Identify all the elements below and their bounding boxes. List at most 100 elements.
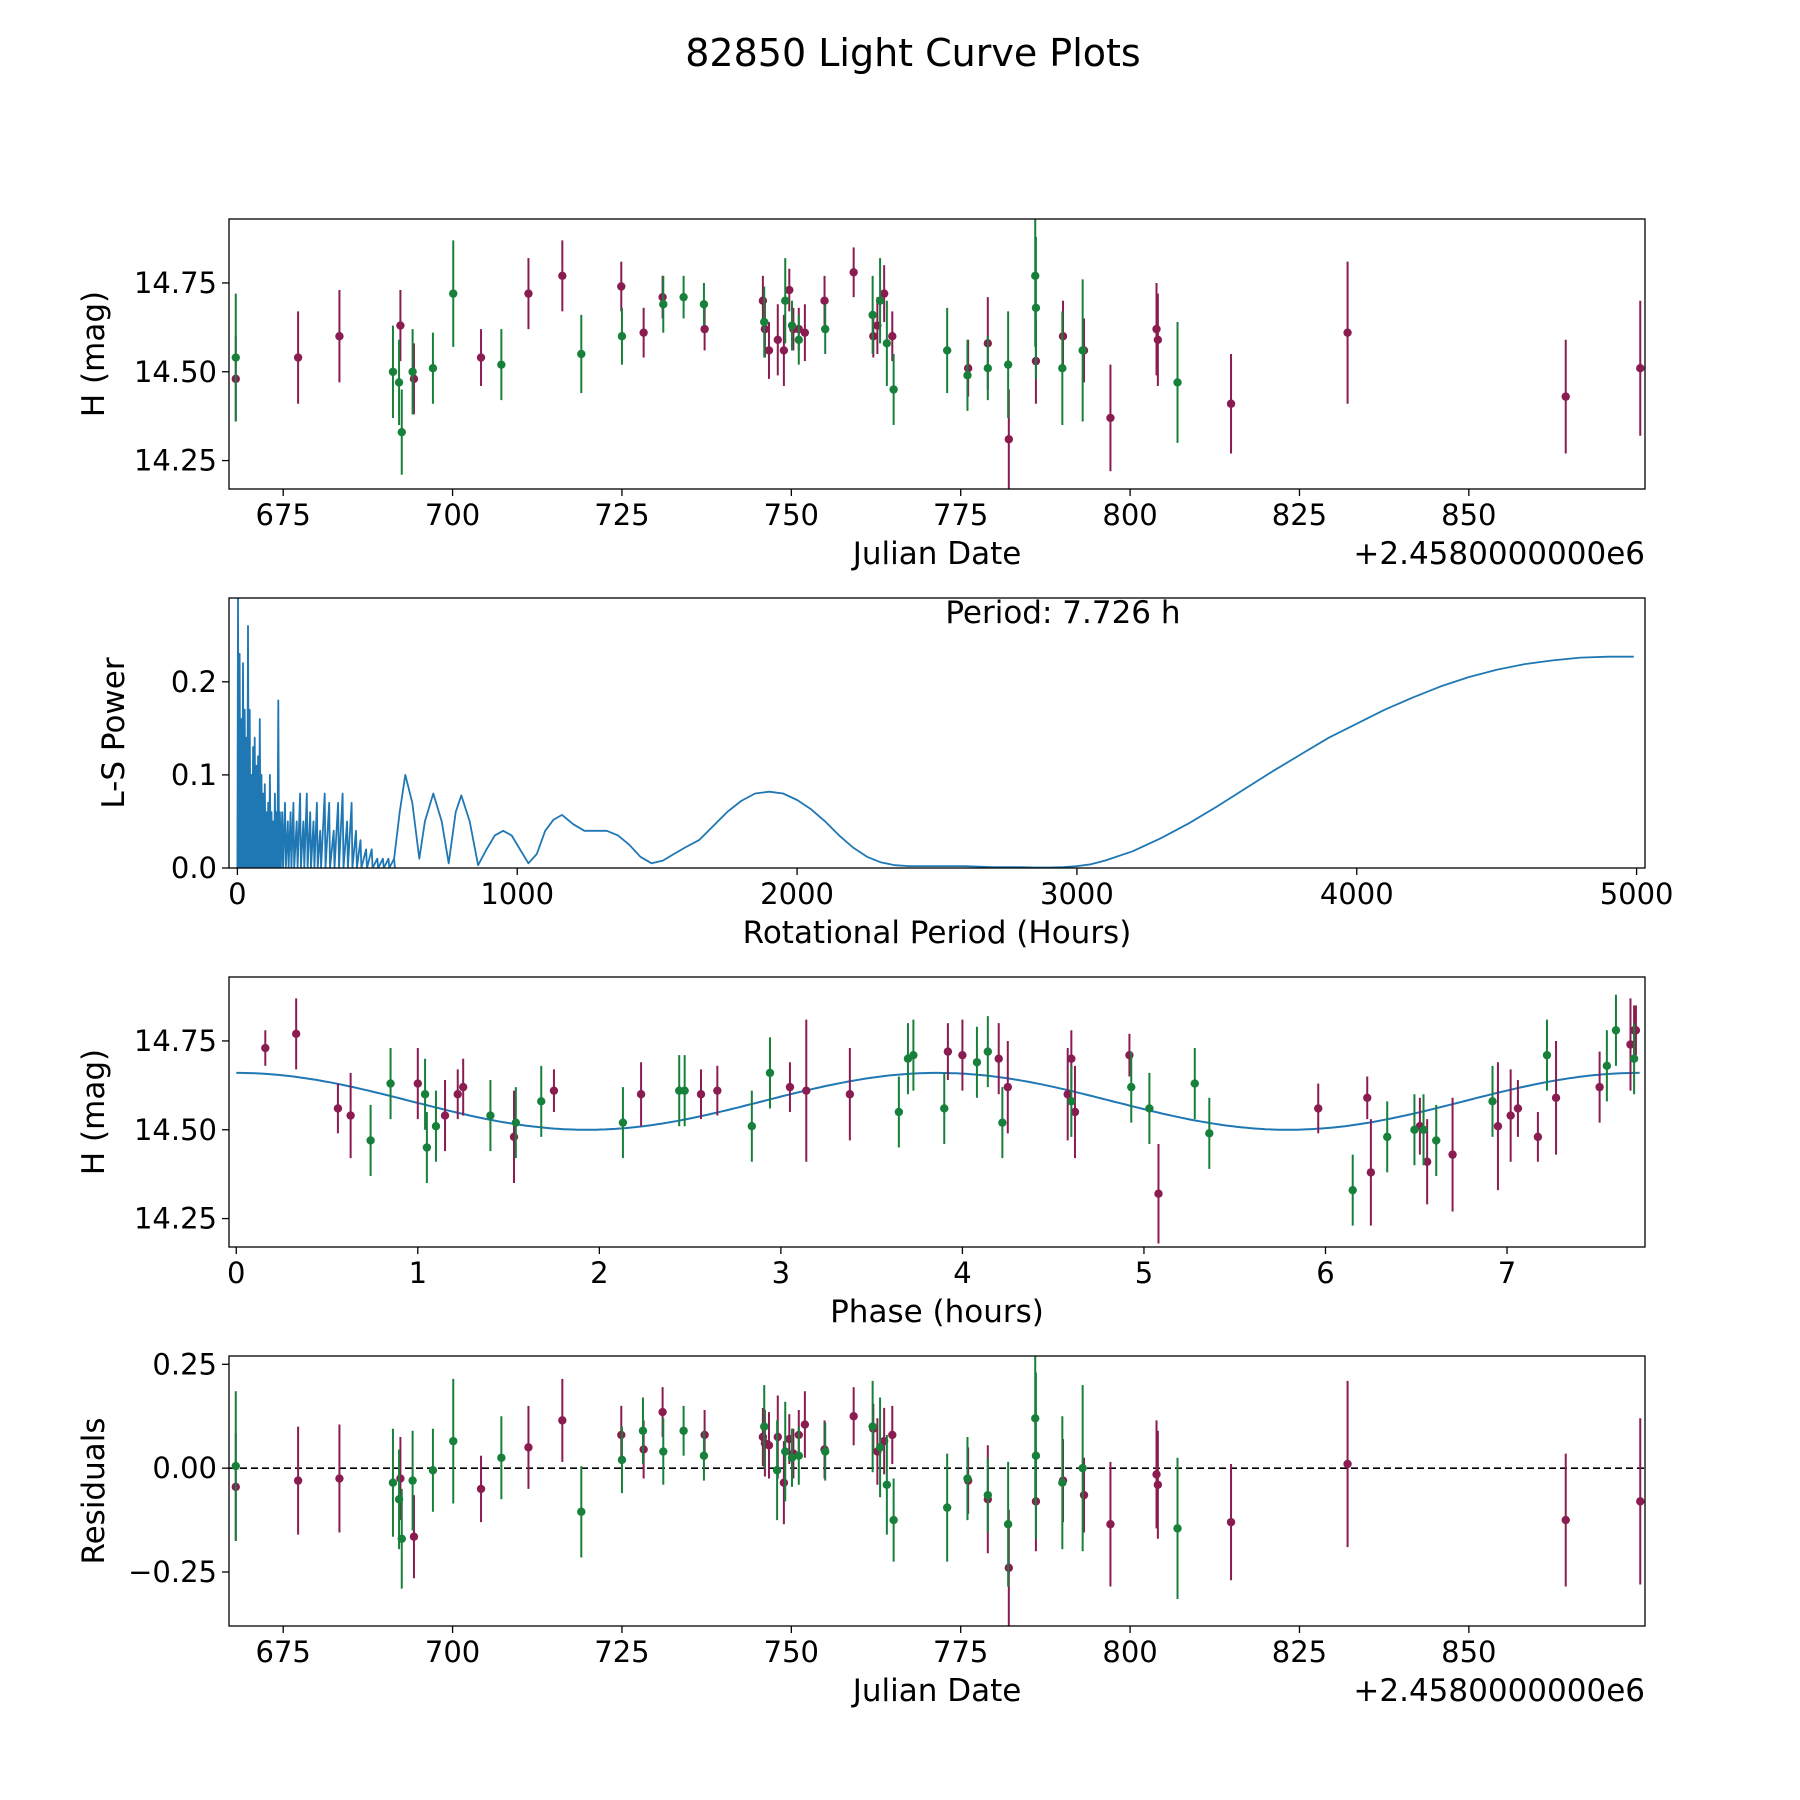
y-tick-label: 0.2 (171, 665, 217, 699)
green-data-point (747, 1122, 757, 1131)
red-data-point (1154, 1189, 1163, 1198)
x-tick-label: 750 (764, 498, 819, 532)
green-data-point (998, 1118, 1007, 1127)
phase-panel: 0 1 2 3 4 5 6 7 14.25 14.50 14.75 Phase (hours) H (m… (76, 976, 1646, 1330)
red-data-point (409, 374, 419, 384)
green-data-point (1067, 1097, 1076, 1106)
green-data-point (760, 317, 769, 327)
y-tick-label: 0.0 (171, 851, 217, 885)
x-tick-label: 825 (1272, 1635, 1327, 1669)
green-data-point (388, 1478, 398, 1487)
red-data-point (636, 1090, 646, 1099)
red-data-point (558, 1416, 567, 1425)
lightcurve-axes-frame (228, 218, 1646, 490)
red-data-point (696, 1090, 706, 1099)
green-data-point (428, 1466, 438, 1475)
x-tick-label: 725 (594, 1635, 649, 1669)
red-data-point (994, 1054, 1003, 1063)
red-data-point (1343, 328, 1352, 337)
red-data-point (558, 271, 567, 281)
green-data-point (577, 349, 586, 359)
red-data-point (261, 1043, 270, 1053)
green-data-point (787, 321, 797, 330)
red-data-point (1343, 1459, 1352, 1469)
green-data-point (231, 353, 240, 362)
y-tick-label: 0.00 (152, 1451, 217, 1485)
x-axis-label: Phase (hours) (830, 1294, 1044, 1330)
red-data-point (802, 1086, 811, 1095)
red-data-point (1226, 399, 1236, 408)
y-tick-label: 14.75 (134, 1024, 217, 1058)
red-data-point (1561, 392, 1570, 401)
residuals-plot-area (229, 1356, 1645, 1626)
red-data-point (1493, 1122, 1503, 1131)
red-data-point (333, 1104, 343, 1113)
red-data-point (1595, 1082, 1604, 1092)
green-data-point (449, 289, 458, 298)
red-data-point (458, 1082, 468, 1092)
red-data-point (1152, 324, 1161, 334)
green-data-point (1058, 364, 1067, 373)
green-data-point (408, 1476, 417, 1485)
x-tick-label: 4 (953, 1256, 971, 1290)
x-tick-label: 675 (256, 498, 311, 532)
red-data-point (413, 1079, 422, 1088)
x-tick-label: 3 (772, 1256, 790, 1290)
x-axis-label: Julian Date (851, 1673, 1022, 1709)
red-data-point (1106, 413, 1115, 423)
red-data-point (524, 1443, 533, 1452)
green-data-point (1190, 1079, 1199, 1088)
red-data-point (845, 1090, 855, 1099)
green-data-point (679, 1426, 688, 1435)
green-data-point (781, 296, 790, 305)
green-data-point (537, 1097, 546, 1106)
x-axis-label: Rotational Period (Hours) (743, 915, 1132, 951)
x-tick-label: 775 (933, 1635, 988, 1669)
y-axis-label: H (mag) (76, 1049, 112, 1175)
green-data-point (397, 1534, 406, 1543)
green-data-point (972, 1058, 982, 1067)
red-data-point (1003, 1082, 1012, 1092)
red-data-point (396, 1474, 405, 1483)
model-fit-curve (236, 1071, 1640, 1131)
green-data-point (1348, 1185, 1357, 1195)
red-data-point (785, 1082, 795, 1092)
green-data-point (617, 1455, 627, 1465)
x-offset-label: +2.4580000000e6 (1353, 1673, 1645, 1709)
green-data-point (497, 1453, 506, 1462)
green-data-point (882, 339, 892, 348)
x-tick-label: 0 (228, 877, 246, 911)
red-data-point (335, 332, 344, 341)
red-data-point (1631, 1026, 1641, 1035)
red-data-point (888, 332, 897, 341)
green-data-point (821, 1447, 830, 1456)
green-data-point (940, 1104, 949, 1113)
red-data-point (1004, 435, 1014, 444)
x-tick-label: 4000 (1320, 877, 1394, 911)
red-data-point (779, 346, 789, 355)
green-data-point (680, 1086, 689, 1095)
x-tick-label: 5000 (1600, 877, 1674, 911)
green-data-point (1602, 1061, 1612, 1071)
x-tick-label: 6 (1316, 1256, 1334, 1290)
red-data-point (1626, 1040, 1635, 1049)
green-data-point (889, 385, 898, 394)
green-data-point (963, 371, 972, 380)
red-data-point (773, 335, 782, 344)
y-axis-label: Residuals (76, 1417, 112, 1564)
green-data-point (577, 1507, 586, 1516)
x-tick-label: 725 (594, 498, 649, 532)
periodogram-panel: 0 1000 2000 3000 4000 5000 0.0 0.1 0.2 Rotational… (96, 595, 1674, 951)
green-data-point (1031, 1451, 1041, 1460)
green-data-point (497, 360, 506, 369)
red-data-point (440, 1111, 450, 1120)
red-data-point (476, 1484, 486, 1494)
periodogram-axes-frame (228, 597, 1646, 869)
green-data-point (963, 1474, 972, 1483)
x-tick-label: 825 (1272, 498, 1327, 532)
green-data-point (772, 1466, 782, 1475)
panels: 675 700 725 750 775 800 825 85014.2514.5014.75J… (76, 218, 1674, 1709)
green-data-point (1058, 1478, 1067, 1487)
red-data-point (293, 1476, 303, 1485)
